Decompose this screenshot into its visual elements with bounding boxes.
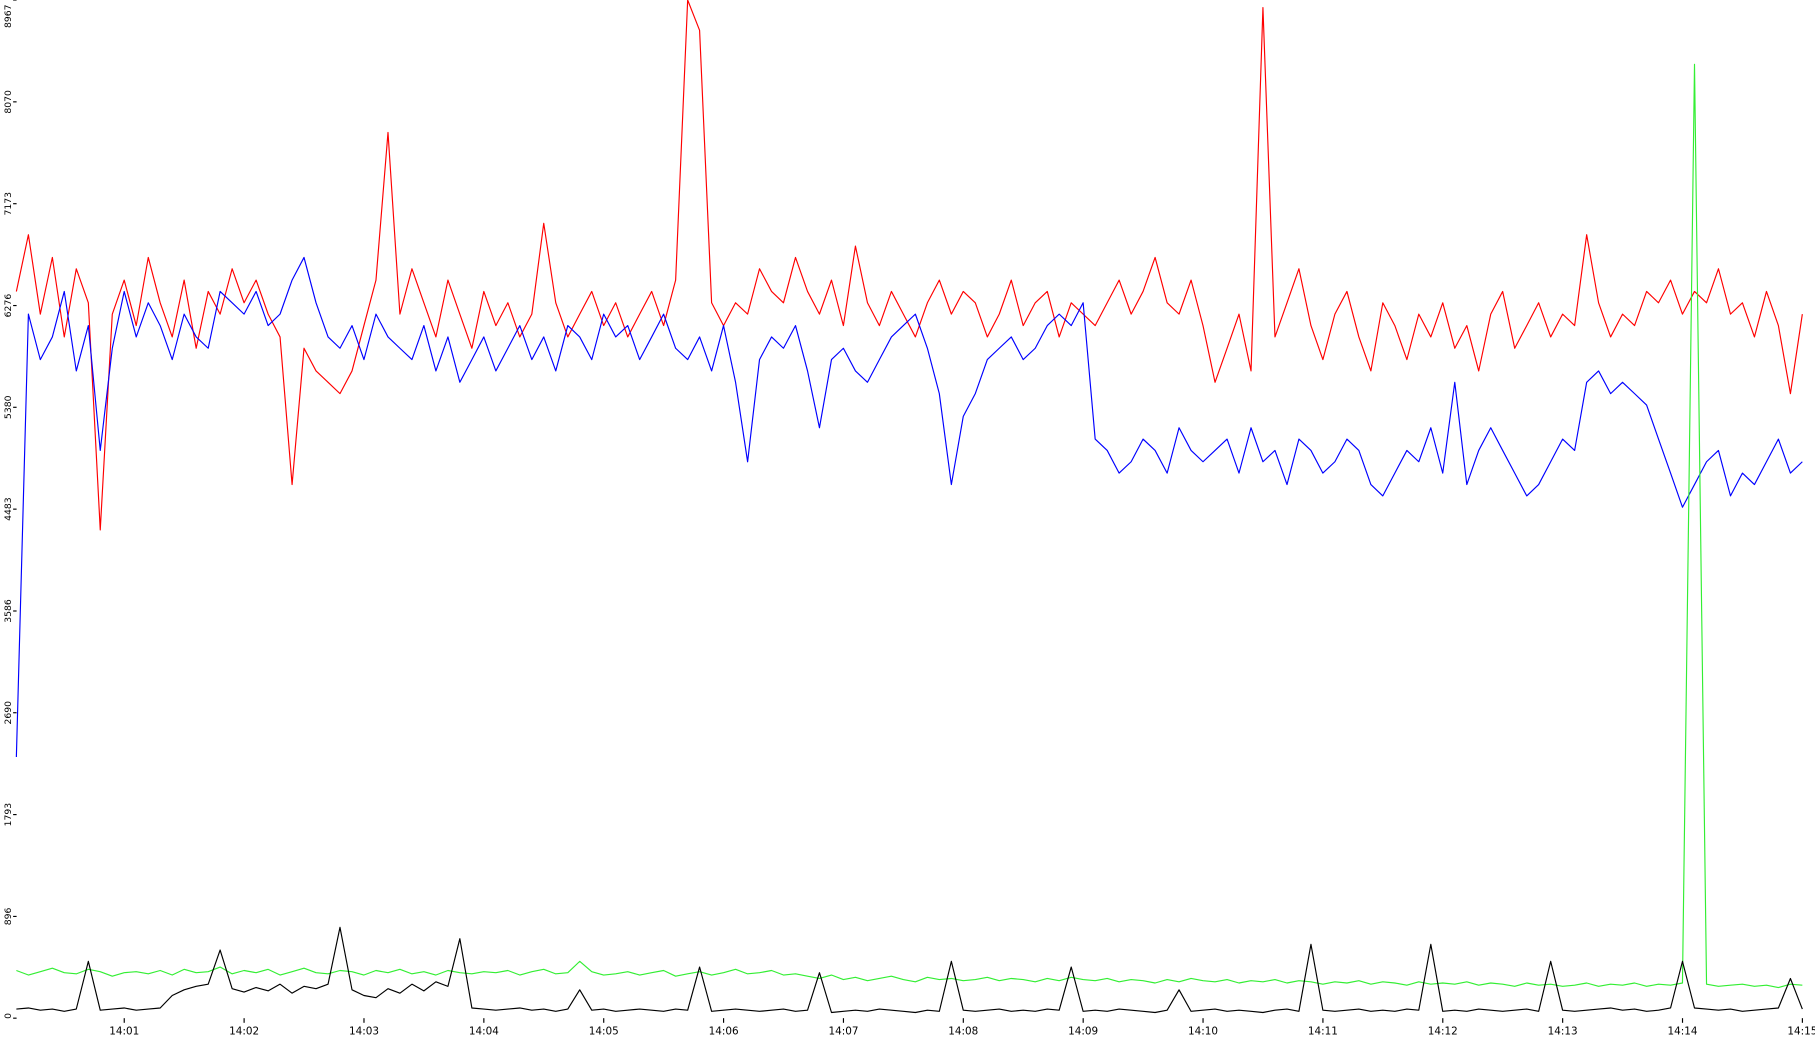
y-tick-label: 1793 [3, 803, 14, 827]
x-tick-label: 14:13 [1548, 1025, 1578, 1037]
x-tick-label: 14:12 [1428, 1025, 1458, 1037]
x-tick-label: 14:11 [1308, 1025, 1338, 1037]
y-tick-label: 0 [3, 1013, 14, 1019]
y-tick-label: 3586 [3, 599, 14, 623]
x-tick-label: 14:03 [349, 1025, 379, 1037]
x-tick-label: 14:08 [948, 1025, 978, 1037]
y-tick-label: 8967 [3, 4, 14, 28]
x-tick-label: 14:04 [469, 1025, 499, 1037]
x-tick-label: 14:10 [1188, 1025, 1218, 1037]
x-tick-label: 14:05 [589, 1025, 619, 1037]
series-line [15, 256, 1803, 758]
y-tick-label: 6276 [3, 294, 14, 318]
series-line [15, 0, 1803, 531]
y-tick-label: 7173 [3, 192, 14, 216]
x-tick-label: 14:07 [828, 1025, 858, 1037]
y-tick-label: 896 [3, 907, 14, 925]
y-tick-label: 2690 [3, 701, 14, 725]
y-tick-label: 4483 [3, 497, 14, 521]
x-tick-label: 14:15 [1787, 1025, 1815, 1037]
x-tick-label: 14:01 [109, 1025, 139, 1037]
x-tick-label: 14:14 [1668, 1025, 1698, 1037]
x-tick-label: 14:06 [709, 1025, 739, 1037]
y-tick-label: 8070 [3, 90, 14, 114]
x-tick-label: 14:09 [1068, 1025, 1098, 1037]
series-line [16, 926, 1803, 1014]
y-tick-label: 5380 [3, 395, 14, 419]
x-tick-label: 14:02 [229, 1025, 259, 1037]
series-line [16, 63, 1803, 989]
